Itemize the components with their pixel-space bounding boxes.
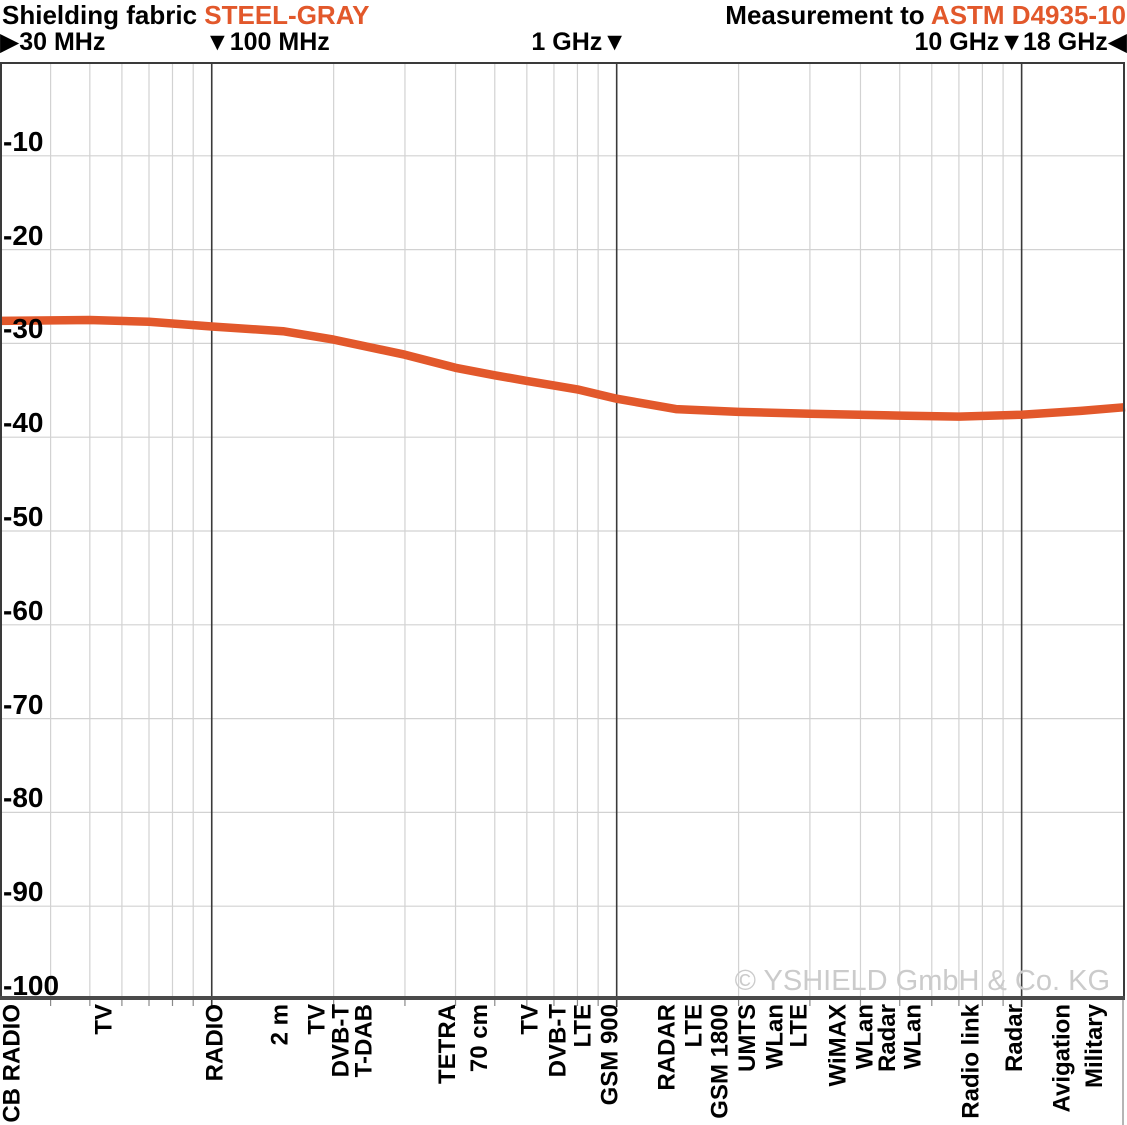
band-label-text: Radar [1001, 1004, 1028, 1073]
freq-marker-100mhz: ▼100 MHz [205, 28, 330, 56]
band-label-text: 70 cm [466, 1004, 493, 1073]
chart-svg [0, 62, 1126, 1007]
watermark: © YSHIELD GmbH & Co. KG [734, 965, 1110, 997]
band-label-text: WLan [851, 1004, 878, 1070]
band-label-text: UMTS [734, 1004, 761, 1072]
band-label-text: GSM 900 [596, 1004, 623, 1106]
chart-title-right: Measurement to ASTM D4935-10 [725, 0, 1126, 30]
band-label-text: TETRA [434, 1004, 461, 1084]
attenuation-curve [0, 315, 1126, 421]
band-label-text: Radio link [958, 1004, 985, 1119]
band-label-text: GSM 1800 [707, 1004, 734, 1119]
band-label-text: DVB-T [544, 1004, 571, 1078]
band-label-text: CB RADIO [0, 1004, 26, 1123]
band-label-text: Avigation [1048, 1004, 1075, 1113]
band-label-text: Military [1081, 1004, 1108, 1089]
freq-marker-30mhz: ▶30 MHz [0, 28, 106, 56]
band-label-text: WLan [761, 1004, 788, 1070]
plot-area [0, 62, 1127, 1007]
freq-marker-10ghz: 10 GHz▼ [914, 28, 1025, 56]
band-label-text: DVB-T [327, 1004, 354, 1078]
freq-marker-18ghz: 18 GHz◀ [1023, 28, 1127, 56]
title-right-highlight: ASTM D4935-10 [930, 0, 1126, 30]
band-label-text: RADIO [201, 1004, 228, 1082]
band-label-text: RADAR [654, 1004, 681, 1091]
freq-marker-1ghz: 1 GHz▼ [531, 28, 627, 56]
title-right-prefix: Measurement to [725, 0, 931, 30]
title-left-prefix: Shielding fabric [2, 0, 205, 30]
band-label-text: WiMAX [824, 1004, 851, 1087]
frequency-axis-top: ▶30 MHz ▼100 MHz 1 GHz▼ 10 GHz▼ 18 GHz◀ [0, 28, 1127, 62]
title-left-highlight: STEEL-GRAY [204, 0, 370, 30]
chart-title-left: Shielding fabric STEEL-GRAY [2, 0, 369, 30]
right-edge-line [1122, 1000, 1124, 1125]
band-label-text: Radar [874, 1004, 901, 1073]
band-label-text: WLan [899, 1004, 926, 1070]
band-label-text: T-DAB [350, 1004, 377, 1078]
